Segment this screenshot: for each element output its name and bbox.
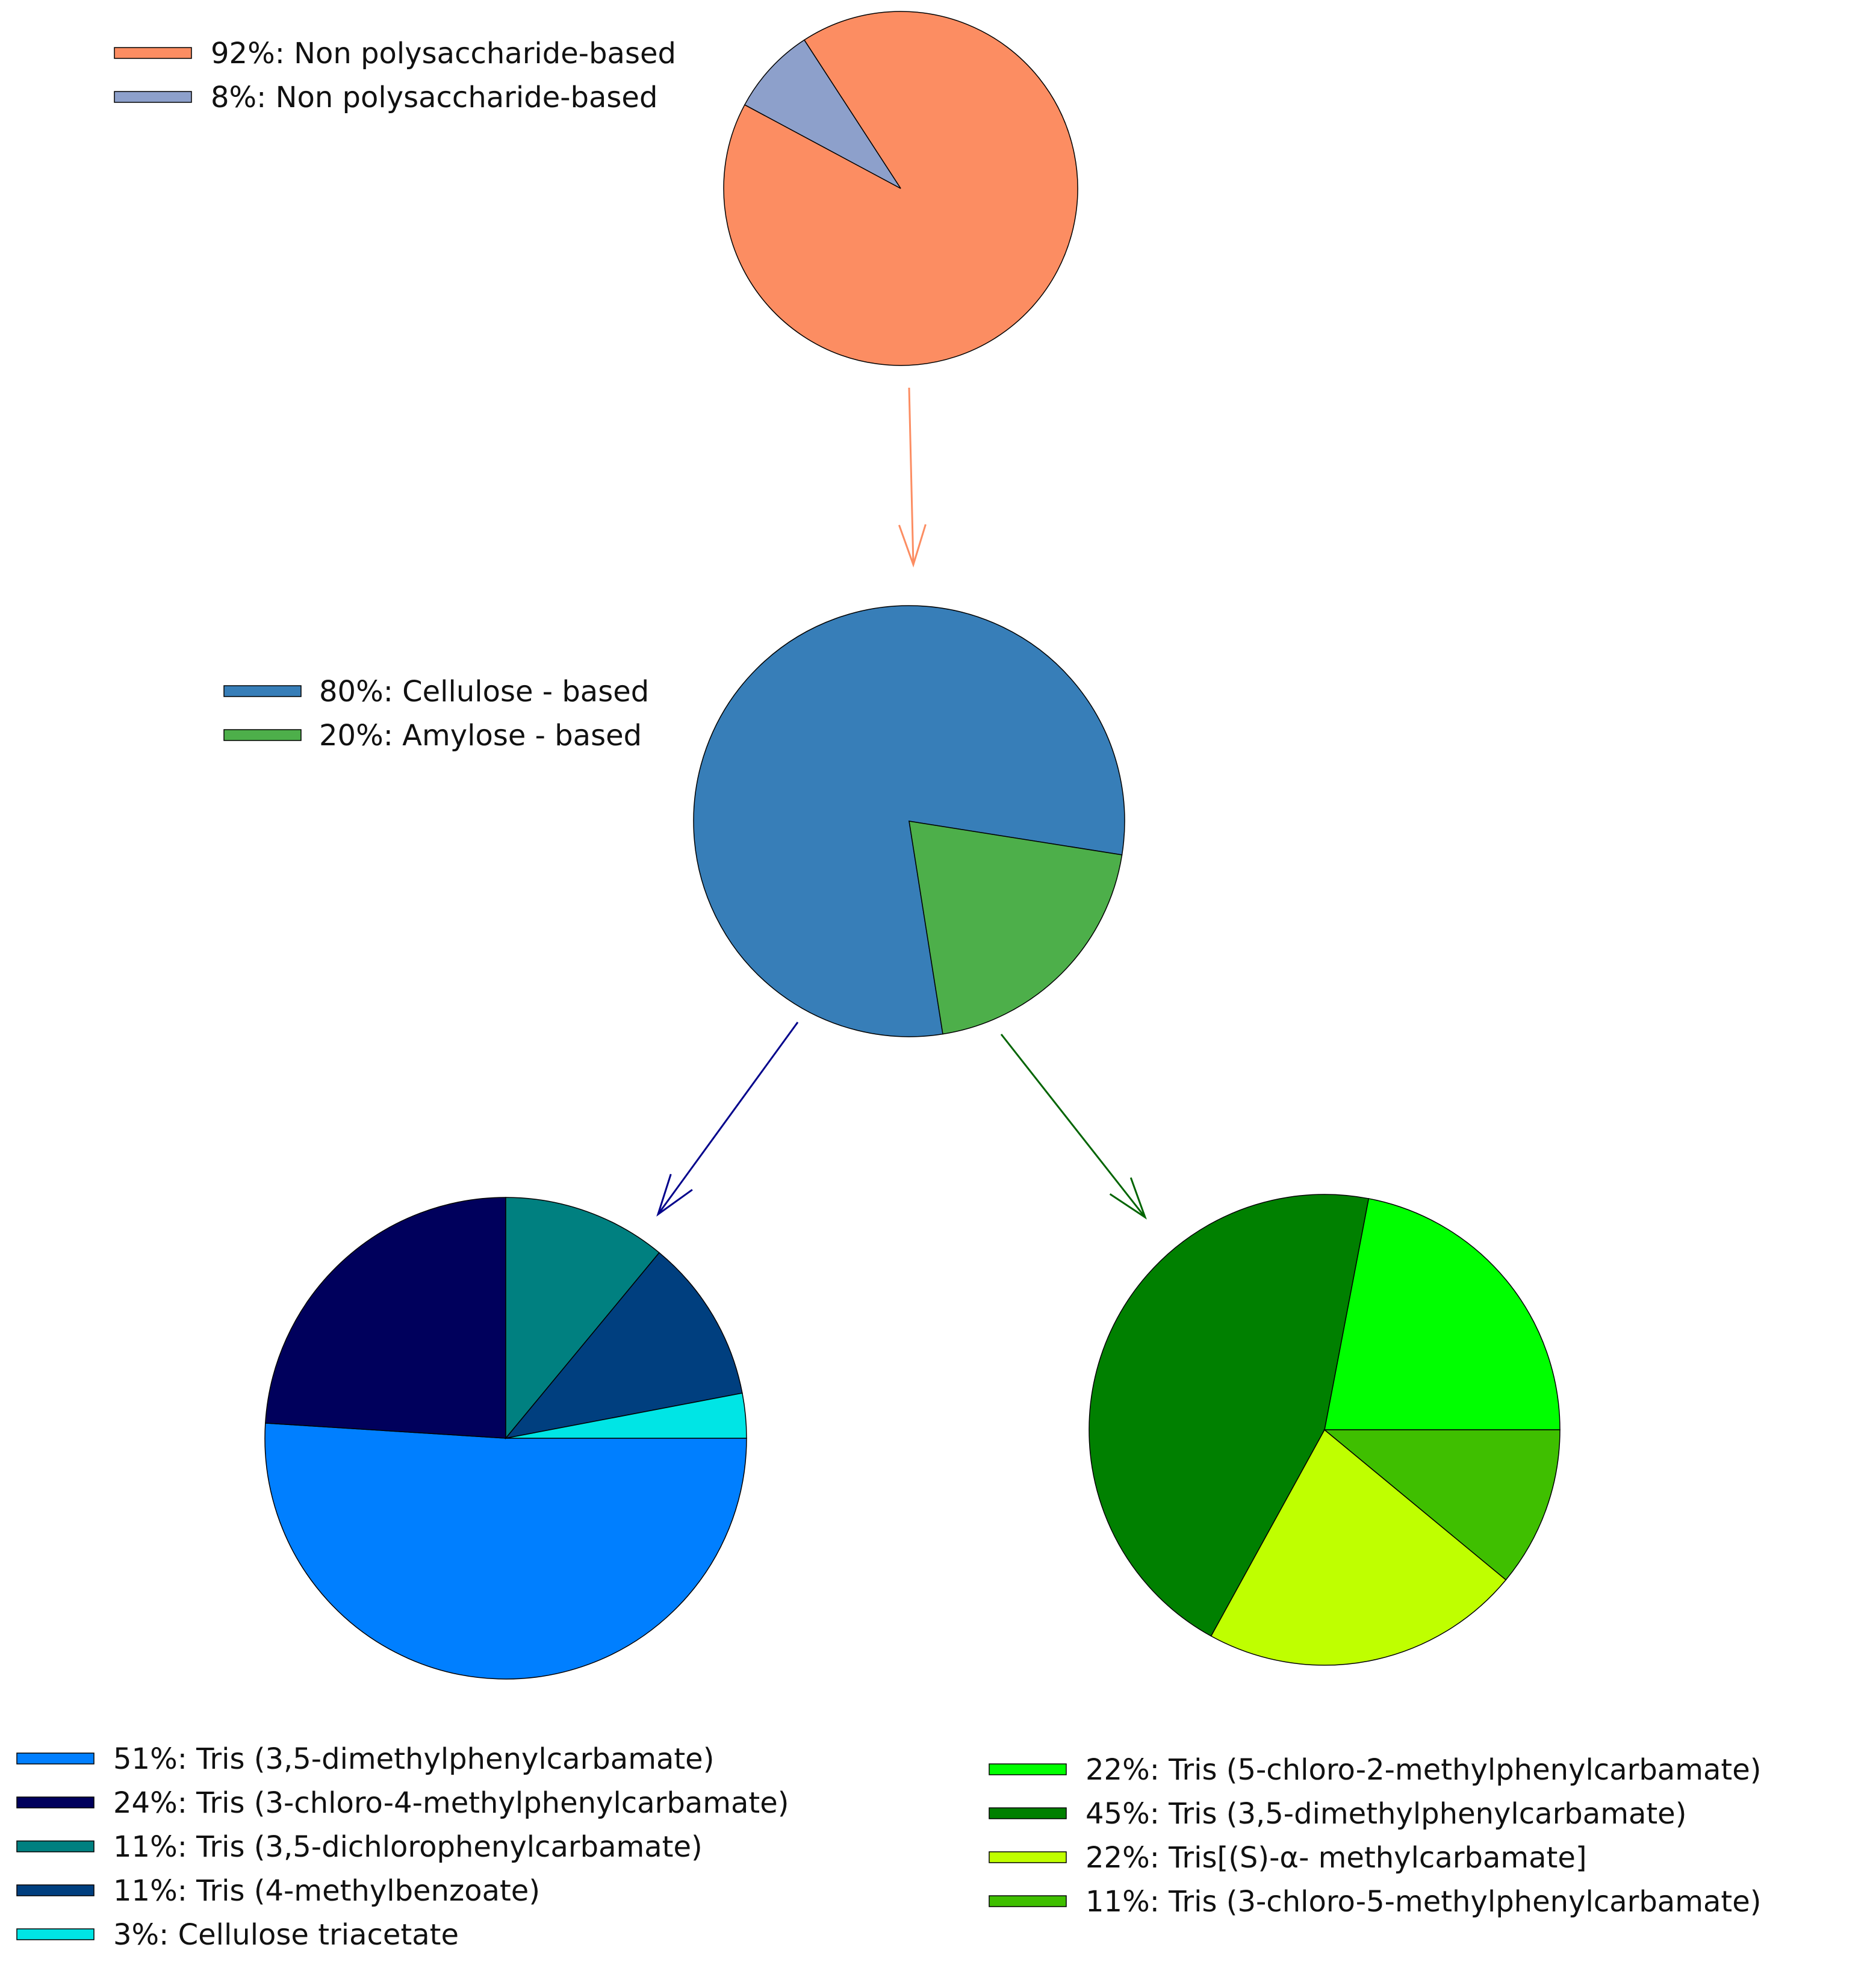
legend-label: 51%: Tris (3,5-dimethylphenylcarbamate) xyxy=(113,1742,714,1776)
legend-pie-3: 51%: Tris (3,5-dimethylphenylcarbamate) 2… xyxy=(16,1742,789,1952)
legend-label: 20%: Amylose - based xyxy=(319,719,642,753)
legend-label: 24%: Tris (3-chloro-4-methylphenylcarbam… xyxy=(113,1786,789,1820)
legend-swatch xyxy=(223,685,302,697)
legend-swatch xyxy=(16,1752,95,1765)
connector-arrows xyxy=(656,387,1147,1220)
legend-label: 80%: Cellulose - based xyxy=(319,675,649,709)
arrow-pie-2-to-pie-3 xyxy=(656,1022,799,1217)
legend-swatch xyxy=(989,1895,1067,1907)
legend-swatch xyxy=(989,1763,1067,1775)
pie-charts xyxy=(264,11,1561,1680)
pie-3-slice-5 xyxy=(505,1392,747,1439)
legend-label: 45%: Tris (3,5-dimethylphenylcarbamate) xyxy=(1086,1797,1686,1831)
pie-2-slice-1 xyxy=(693,605,1125,1037)
legend-label: 11%: Tris (3-chloro-5-methylphenylcarbam… xyxy=(1086,1885,1761,1919)
legend-swatch xyxy=(16,1840,95,1852)
pie-chart-4 xyxy=(1089,1194,1561,1666)
pie-chart-3 xyxy=(264,1197,747,1680)
legend-swatch xyxy=(223,729,302,741)
legend-pie-1: 92%: Non polysaccharide-based 8%: Non pol… xyxy=(114,37,676,114)
pie-3-slice-3 xyxy=(505,1197,660,1440)
pie-2-slice-2 xyxy=(908,821,1123,1035)
legend-swatch xyxy=(114,91,192,103)
legend-swatch xyxy=(16,1796,95,1808)
legend-label: 8%: Non polysaccharide-based xyxy=(211,81,657,114)
legend-swatch xyxy=(114,47,192,59)
pie-3-slice-4 xyxy=(505,1252,743,1439)
pie-4-slice-3 xyxy=(1210,1429,1507,1666)
legend-swatch xyxy=(989,1851,1067,1863)
pie-4-slice-4 xyxy=(1323,1429,1561,1581)
pie-4-slice-1 xyxy=(1324,1198,1561,1430)
pie-3-slice-1 xyxy=(264,1423,747,1680)
legend-pie-4: 22%: Tris (5-chloro-2-methylphenylcarbam… xyxy=(989,1753,1761,1919)
pie-3-slice-2 xyxy=(264,1197,506,1439)
legend-label: 11%: Tris (4-methylbenzoate) xyxy=(113,1874,540,1908)
legend-label: 22%: Tris[(S)-α- methylcarbamate] xyxy=(1086,1841,1587,1875)
legend-label: 11%: Tris (3,5-dichlorophenylcarbamate) xyxy=(113,1830,703,1864)
legend-swatch xyxy=(989,1807,1067,1819)
legend-swatch xyxy=(16,1884,95,1896)
arrow-pie-1-to-pie-2 xyxy=(898,387,927,568)
legends: 92%: Non polysaccharide-based 8%: Non pol… xyxy=(16,37,1761,1952)
arrow-pie-2-to-pie-4 xyxy=(1000,1034,1147,1220)
pie-1-slice-2 xyxy=(744,39,901,189)
legend-label: 92%: Non polysaccharide-based xyxy=(211,37,676,70)
legend-label: 3%: Cellulose triacetate xyxy=(113,1918,459,1952)
pie-4-slice-2 xyxy=(1089,1194,1370,1637)
legend-pie-2: 80%: Cellulose - based 20%: Amylose - bas… xyxy=(223,675,649,753)
legend-label: 22%: Tris (5-chloro-2-methylphenylcarbam… xyxy=(1086,1753,1761,1787)
pie-chart-1 xyxy=(723,11,1078,366)
pie-chart-2 xyxy=(693,605,1125,1037)
legend-swatch xyxy=(16,1928,95,1940)
